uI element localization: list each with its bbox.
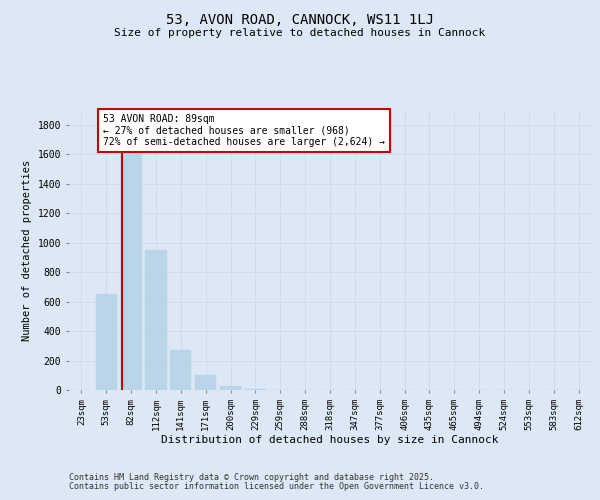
Bar <box>145 250 167 390</box>
X-axis label: Distribution of detached houses by size in Cannock: Distribution of detached houses by size … <box>161 436 499 446</box>
Text: Size of property relative to detached houses in Cannock: Size of property relative to detached ho… <box>115 28 485 38</box>
Text: 53, AVON ROAD, CANNOCK, WS11 1LJ: 53, AVON ROAD, CANNOCK, WS11 1LJ <box>166 12 434 26</box>
Bar <box>96 294 117 390</box>
Bar <box>121 142 142 390</box>
Bar <box>220 386 241 390</box>
Text: Contains public sector information licensed under the Open Government Licence v3: Contains public sector information licen… <box>69 482 484 491</box>
Text: 53 AVON ROAD: 89sqm
← 27% of detached houses are smaller (968)
72% of semi-detac: 53 AVON ROAD: 89sqm ← 27% of detached ho… <box>103 114 385 148</box>
Bar <box>170 350 191 390</box>
Bar <box>195 376 216 390</box>
Y-axis label: Number of detached properties: Number of detached properties <box>22 160 32 340</box>
Text: Contains HM Land Registry data © Crown copyright and database right 2025.: Contains HM Land Registry data © Crown c… <box>69 472 434 482</box>
